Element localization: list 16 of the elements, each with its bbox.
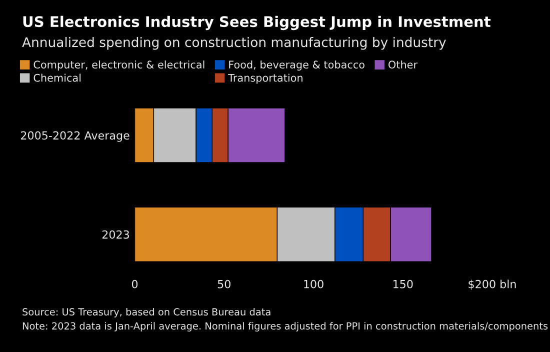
legend-label: Transportation [228, 74, 302, 84]
legend-label: Chemical [34, 74, 81, 82]
legend-label: Food, beverage & tobacco [229, 60, 364, 71]
legend-label: Computer, electronic & electrical [34, 60, 204, 71]
x-tick-label: 100 [304, 280, 324, 288]
y-tick-label: 2005-2022 Average [20, 131, 130, 142]
legend-label: Other [388, 60, 418, 69]
x-tick-label: 150 [393, 280, 413, 288]
x-tick-label: 0 [132, 280, 138, 288]
x-tick-label: 50 [218, 280, 230, 288]
y-tick-label: 2023 [102, 230, 129, 239]
text: Note: 2023 data is Jan-April average. Nominal figures adjusted for PPI in construction materials/components [22, 322, 548, 332]
x-tick-label: $200 bln [468, 280, 516, 290]
chart-title: US Electronics Industry Sees Biggest Jump in Investment [23, 16, 491, 30]
source-note: Source: US Treasury, based on Census Bureau data [22, 308, 270, 318]
chart-subtitle: Annualized spending on construction manufacturing by industry [22, 36, 446, 50]
